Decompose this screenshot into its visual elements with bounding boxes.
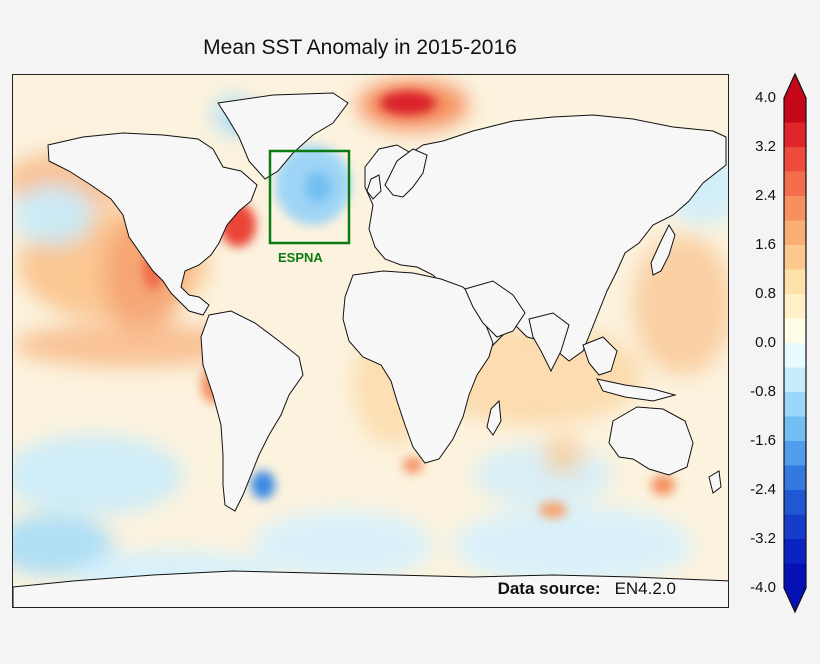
- espna-region-box: [268, 149, 351, 245]
- colorbar-max-arrow: [784, 74, 806, 98]
- colorbar-segment: [784, 171, 806, 197]
- colorbar-tick-label: -2.4: [750, 481, 776, 498]
- colorbar-tick-label: -3.2: [750, 530, 776, 547]
- colorbar-segment: [784, 392, 806, 417]
- colorbar-segment: [784, 343, 806, 368]
- africa: [342, 270, 494, 464]
- data-source-label: Data source: EN4.2.0: [498, 579, 676, 599]
- colorbar-segment: [784, 465, 806, 491]
- eurasia: [364, 114, 727, 362]
- colorbar-segment: [784, 269, 806, 295]
- espna-label: ESPNA: [278, 250, 323, 265]
- land-masses: [13, 92, 728, 607]
- colorbar-tick-label: -1.6: [750, 432, 776, 449]
- colorbar-segment: [784, 416, 806, 442]
- new-zealand: [708, 470, 722, 494]
- colorbar-tick-label: 2.4: [755, 187, 776, 204]
- greenland: [217, 92, 349, 180]
- scandinavia: [384, 148, 428, 198]
- arabia: [464, 280, 526, 338]
- colorbar-tick-label: 0.8: [755, 285, 776, 302]
- colorbar-segment: [784, 196, 806, 221]
- colorbar-segment: [784, 514, 806, 540]
- colorbar-tick-label: 3.2: [755, 138, 776, 155]
- colorbar-segment: [784, 122, 806, 148]
- colorbar-segment: [784, 539, 806, 564]
- map-frame: Data source: EN4.2.0: [12, 74, 729, 608]
- colorbar-tick-label: -0.8: [750, 383, 776, 400]
- uk: [366, 174, 382, 200]
- colorbar-segment: [784, 563, 806, 589]
- madagascar: [486, 399, 502, 436]
- colorbar: [783, 72, 807, 614]
- south-america: [200, 310, 304, 512]
- colorbar-outline: [783, 72, 807, 614]
- australia: [608, 406, 694, 476]
- colorbar-segment: [784, 318, 806, 344]
- antarctica: [13, 570, 728, 607]
- india: [528, 312, 570, 373]
- colorbar-segment: [784, 490, 806, 515]
- colorbar-tick-label: 1.6: [755, 236, 776, 253]
- indonesia: [596, 378, 677, 402]
- map-title: Mean SST Anomaly in 2015-2016: [203, 36, 517, 59]
- colorbar-segment: [784, 294, 806, 319]
- colorbar-min-arrow: [784, 588, 806, 612]
- colorbar-tick-label: 0.0: [755, 334, 776, 351]
- data-source-key: Data source:: [497, 579, 601, 598]
- colorbar-segment: [784, 147, 806, 172]
- colorbar-tick-label: -4.0: [750, 579, 776, 596]
- data-source-value: EN4.2.0: [614, 579, 676, 598]
- colorbar-segment: [784, 220, 806, 246]
- north-america: [47, 132, 258, 316]
- japan: [650, 223, 676, 276]
- colorbar-segment: [784, 441, 806, 466]
- southeast-asia: [582, 336, 618, 376]
- colorbar-segment: [784, 245, 806, 270]
- colorbar-segment: [784, 367, 806, 393]
- colorbar-segment: [784, 98, 806, 123]
- world-map: [13, 75, 728, 607]
- colorbar-tick-label: 4.0: [755, 89, 776, 106]
